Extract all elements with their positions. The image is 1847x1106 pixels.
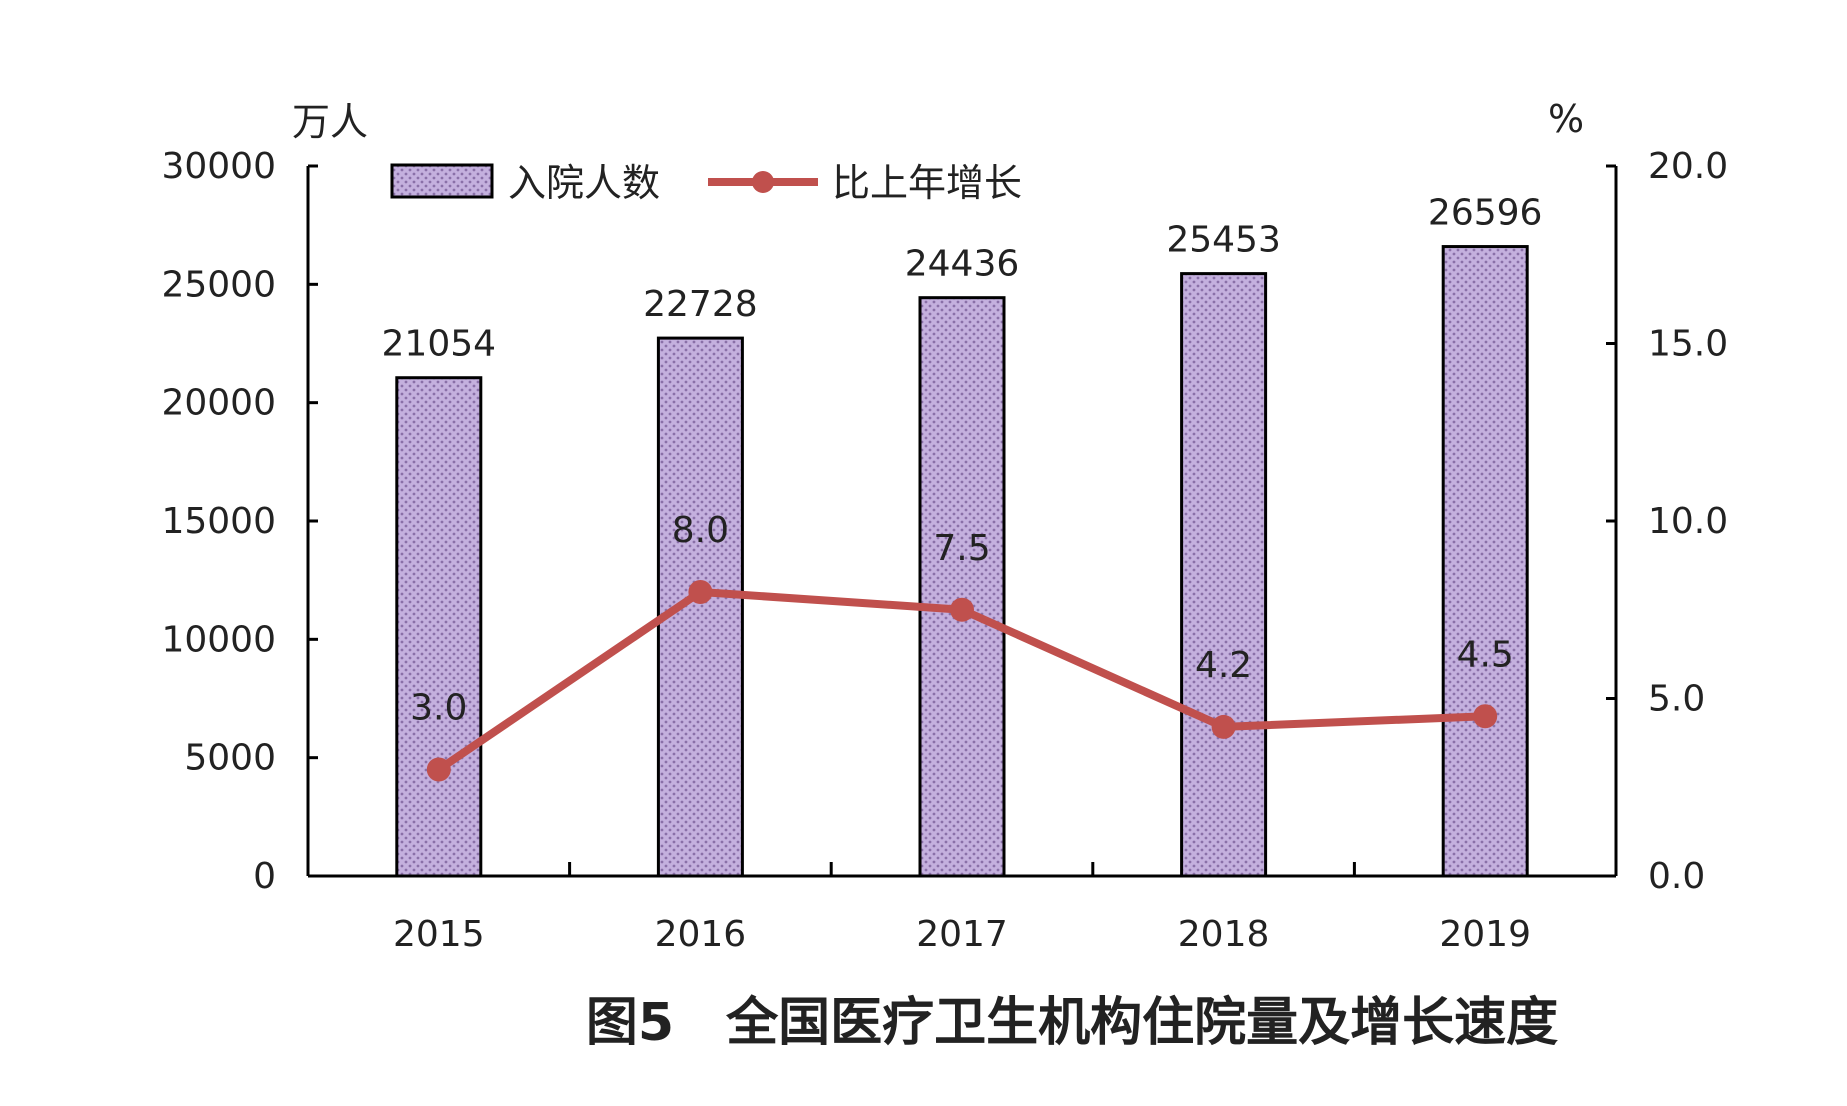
x-tick-label: 2016 — [655, 914, 747, 955]
bar-data-label: 21054 — [382, 324, 497, 365]
growth-point — [1211, 714, 1236, 739]
left-tick-label: 20000 — [161, 383, 276, 424]
bar-data-label: 26596 — [1428, 193, 1543, 234]
x-tick-label: 2018 — [1178, 914, 1270, 955]
legend-bar-label: 入院人数 — [508, 161, 660, 205]
bar-data-label: 25453 — [1166, 220, 1281, 261]
growth-data-label: 3.0 — [410, 688, 467, 729]
legend-line-marker — [752, 171, 774, 193]
left-tick-label: 10000 — [161, 619, 276, 660]
growth-point — [426, 757, 451, 782]
right-axis-unit: % — [1548, 97, 1584, 141]
x-tick-label: 2017 — [916, 914, 1008, 955]
right-tick-label: 20.0 — [1648, 146, 1728, 187]
right-tick-label: 15.0 — [1648, 324, 1728, 365]
legend-line-label: 比上年增长 — [832, 161, 1022, 205]
growth-data-label: 8.0 — [672, 510, 729, 551]
growth-data-label: 4.5 — [1457, 634, 1514, 675]
left-axis-unit: 万人 — [292, 100, 368, 144]
bar — [918, 296, 1006, 878]
left-tick-label: 30000 — [161, 146, 276, 187]
left-tick-label: 0 — [253, 856, 276, 897]
x-tick-label: 2015 — [393, 914, 485, 955]
chart-title: 图5 全国医疗卫生机构住院量及增长速度 — [586, 993, 1558, 1053]
left-tick-label: 15000 — [161, 501, 276, 542]
growth-point — [1473, 704, 1498, 729]
bar — [395, 376, 483, 878]
right-tick-label: 0.0 — [1648, 856, 1705, 897]
bar-data-label: 22728 — [643, 284, 758, 325]
bar — [1180, 272, 1268, 878]
legend: 入院人数 比上年增长 — [390, 161, 1022, 205]
right-tick-label: 5.0 — [1648, 679, 1705, 720]
growth-point — [688, 580, 713, 604]
left-tick-label: 5000 — [184, 738, 276, 779]
growth-data-label: 7.5 — [933, 528, 990, 569]
right-tick-label: 10.0 — [1648, 501, 1728, 542]
left-tick-label: 25000 — [161, 264, 276, 305]
bar-data-label: 24436 — [905, 244, 1020, 285]
bar — [1441, 245, 1529, 878]
growth-data-label: 4.2 — [1195, 645, 1252, 686]
bar — [656, 336, 744, 878]
legend-bar-swatch — [390, 163, 494, 199]
x-tick-label: 2019 — [1439, 914, 1531, 955]
growth-point — [950, 597, 974, 622]
